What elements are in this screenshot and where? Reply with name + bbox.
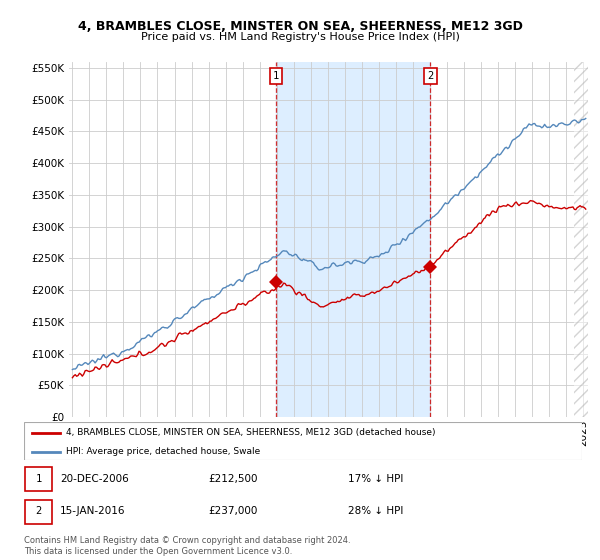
Text: 4, BRAMBLES CLOSE, MINSTER ON SEA, SHEERNESS, ME12 3GD (detached house): 4, BRAMBLES CLOSE, MINSTER ON SEA, SHEER… xyxy=(66,428,436,437)
Text: Contains HM Land Registry data © Crown copyright and database right 2024.
This d: Contains HM Land Registry data © Crown c… xyxy=(24,536,350,556)
Text: 1: 1 xyxy=(35,474,41,484)
Text: 2: 2 xyxy=(35,506,41,516)
Text: 4, BRAMBLES CLOSE, MINSTER ON SEA, SHEERNESS, ME12 3GD: 4, BRAMBLES CLOSE, MINSTER ON SEA, SHEER… xyxy=(77,20,523,32)
Text: £237,000: £237,000 xyxy=(208,506,257,516)
Text: £212,500: £212,500 xyxy=(208,474,257,484)
Bar xyxy=(574,62,588,417)
FancyBboxPatch shape xyxy=(25,500,52,524)
Text: Price paid vs. HM Land Registry's House Price Index (HPI): Price paid vs. HM Land Registry's House … xyxy=(140,32,460,43)
Text: 1: 1 xyxy=(273,71,279,81)
Text: 17% ↓ HPI: 17% ↓ HPI xyxy=(347,474,403,484)
Bar xyxy=(574,62,588,417)
Text: HPI: Average price, detached house, Swale: HPI: Average price, detached house, Swal… xyxy=(66,447,260,456)
Text: 15-JAN-2016: 15-JAN-2016 xyxy=(60,506,126,516)
Text: 20-DEC-2006: 20-DEC-2006 xyxy=(60,474,129,484)
Bar xyxy=(276,62,430,417)
Text: 28% ↓ HPI: 28% ↓ HPI xyxy=(347,506,403,516)
FancyBboxPatch shape xyxy=(24,422,582,460)
FancyBboxPatch shape xyxy=(25,467,52,491)
Text: 2: 2 xyxy=(427,71,434,81)
